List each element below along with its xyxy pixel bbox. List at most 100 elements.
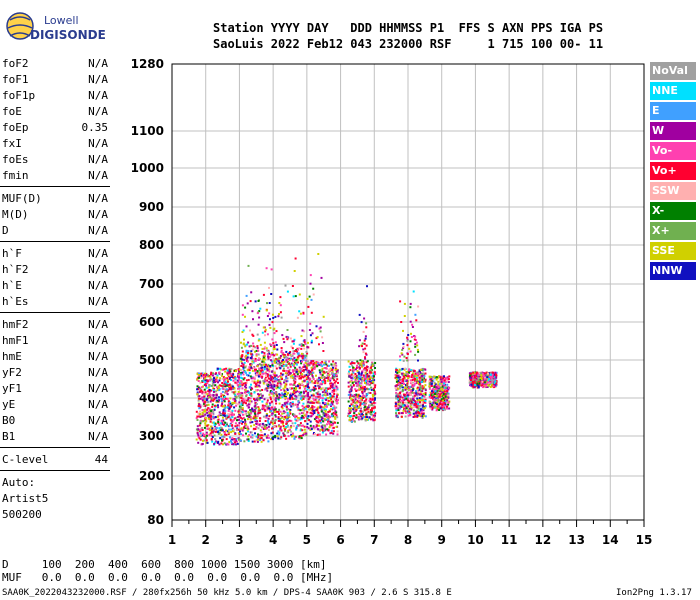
trace-point bbox=[307, 395, 310, 398]
trace-point bbox=[220, 392, 223, 395]
trace-point bbox=[422, 404, 424, 406]
trace-point bbox=[253, 391, 256, 394]
trace-point bbox=[368, 399, 371, 402]
trace-point bbox=[413, 402, 416, 405]
trace-point bbox=[444, 408, 446, 411]
trace-point bbox=[223, 368, 226, 371]
trace-point bbox=[288, 403, 291, 405]
trace-point bbox=[435, 376, 438, 379]
trace-point bbox=[413, 375, 416, 378]
trace-point bbox=[195, 417, 198, 420]
trace-point bbox=[415, 392, 418, 395]
trace-point bbox=[301, 357, 304, 360]
trace-point bbox=[395, 387, 397, 390]
trace-point bbox=[262, 379, 265, 382]
trace-point bbox=[423, 395, 426, 398]
trace-point bbox=[358, 372, 361, 375]
trace-point bbox=[307, 427, 310, 430]
trace-point bbox=[258, 384, 260, 387]
trace-point bbox=[298, 377, 301, 380]
trace-point bbox=[432, 390, 435, 392]
trace-point bbox=[310, 366, 313, 369]
trace-point bbox=[246, 374, 248, 376]
trace-point bbox=[406, 395, 409, 398]
trace-point bbox=[293, 437, 296, 440]
trace-point bbox=[291, 401, 294, 404]
trace-point bbox=[275, 393, 278, 396]
trace-point bbox=[201, 443, 204, 445]
trace-point bbox=[480, 383, 483, 386]
trace-point bbox=[288, 352, 291, 355]
trace-point bbox=[219, 437, 222, 440]
trace-point bbox=[250, 436, 252, 439]
trace-point bbox=[330, 405, 332, 408]
trace-point bbox=[409, 340, 412, 343]
trace-point bbox=[397, 377, 400, 380]
trace-point bbox=[257, 353, 260, 356]
trace-point bbox=[219, 373, 222, 375]
trace-point bbox=[210, 397, 213, 400]
trace-point bbox=[445, 380, 448, 383]
trace-point bbox=[300, 398, 303, 401]
trace-point bbox=[263, 363, 265, 366]
trace-point bbox=[308, 419, 311, 422]
trace-point bbox=[306, 360, 309, 363]
trace-point bbox=[310, 394, 313, 397]
trace-point bbox=[371, 364, 374, 367]
trace-point bbox=[234, 378, 237, 381]
trace-point bbox=[440, 392, 443, 395]
param-name: h`F bbox=[2, 247, 22, 260]
trace-point bbox=[253, 380, 256, 383]
trace-point bbox=[370, 413, 372, 416]
trace-point bbox=[283, 418, 285, 421]
y-tick-label: 1000 bbox=[131, 161, 164, 175]
trace-point bbox=[394, 376, 397, 379]
param-name: foF2 bbox=[2, 57, 29, 70]
trace-point bbox=[403, 368, 406, 371]
trace-point bbox=[316, 381, 319, 384]
trace-point bbox=[250, 392, 253, 395]
trace-point bbox=[282, 387, 285, 390]
legend-item-w: W bbox=[650, 122, 696, 140]
trace-point bbox=[353, 414, 355, 417]
trace-point bbox=[260, 375, 262, 378]
trace-point bbox=[475, 377, 478, 380]
trace-point bbox=[268, 384, 271, 386]
trace-point bbox=[371, 375, 374, 377]
trace-point bbox=[254, 402, 257, 405]
trace-point bbox=[371, 362, 374, 365]
trace-point bbox=[314, 417, 317, 420]
trace-point bbox=[421, 402, 424, 405]
trace-point bbox=[204, 410, 207, 413]
trace-point bbox=[429, 402, 432, 405]
trace-point bbox=[285, 425, 288, 428]
trace-point bbox=[441, 385, 444, 388]
trace-point bbox=[223, 379, 226, 382]
trace-point bbox=[291, 347, 294, 350]
trace-point bbox=[439, 407, 442, 410]
trace-point bbox=[368, 380, 371, 383]
trace-point bbox=[329, 379, 332, 382]
trace-point bbox=[419, 408, 422, 411]
trace-point bbox=[262, 372, 265, 375]
trace-point bbox=[278, 313, 280, 315]
param-value: 0.35 bbox=[81, 121, 109, 134]
trace-point bbox=[327, 364, 330, 367]
trace-point bbox=[399, 359, 402, 362]
trace-point bbox=[395, 374, 398, 377]
trace-point bbox=[411, 379, 414, 381]
trace-point bbox=[292, 404, 295, 407]
trace-point bbox=[355, 393, 358, 396]
trace-point bbox=[418, 374, 421, 377]
trace-point bbox=[324, 412, 327, 415]
trace-point bbox=[312, 287, 315, 290]
trace-point bbox=[280, 416, 283, 419]
trace-point bbox=[285, 377, 288, 380]
trace-point bbox=[349, 369, 352, 372]
trace-point bbox=[245, 393, 248, 396]
trace-point bbox=[313, 406, 316, 409]
trace-point bbox=[287, 429, 290, 432]
trace-point bbox=[400, 412, 403, 415]
trace-point bbox=[289, 401, 292, 404]
trace-point bbox=[319, 361, 322, 364]
